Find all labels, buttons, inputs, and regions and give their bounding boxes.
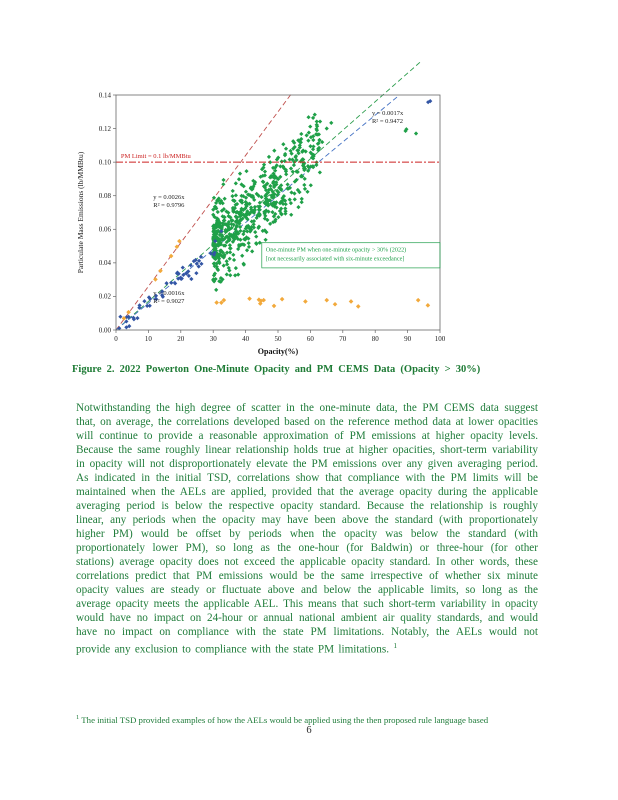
svg-text:40: 40 [242, 335, 250, 343]
footnote-text: The initial TSD provided examples of how… [81, 714, 489, 725]
svg-text:0.04: 0.04 [99, 259, 112, 267]
footnote-reference: 1 [393, 641, 398, 650]
svg-text:90: 90 [404, 335, 412, 343]
svg-text:0.06: 0.06 [99, 226, 112, 234]
svg-text:One-minute PM when one-minute: One-minute PM when one-minute opacity > … [266, 247, 406, 254]
svg-text:100: 100 [435, 335, 446, 343]
svg-text:y = 0.0016x: y = 0.0016x [153, 290, 185, 297]
figure-2: PM Limit = 0.1 lb/MMBtu 0 10 20 30 40 50 60 70 80… [72, 10, 517, 364]
svg-text:y = 0.0017x: y = 0.0017x [372, 110, 404, 117]
svg-text:R² = 0.9027: R² = 0.9027 [153, 298, 185, 305]
svg-text:0.08: 0.08 [99, 192, 112, 200]
svg-text:[not necessarily associated wi: [not necessarily associated with six-min… [266, 256, 405, 263]
footnote-marker: 1 [76, 714, 80, 721]
svg-text:Particulate Mass Emissions (l: Particulate Mass Emissions (lb/MMBtu) [76, 151, 85, 273]
footnote: 1 The initial TSD provided examples of h… [76, 712, 564, 726]
svg-text:60: 60 [307, 335, 315, 343]
svg-text:R² = 0.9796: R² = 0.9796 [153, 202, 185, 209]
svg-text:10: 10 [145, 335, 153, 343]
svg-text:0.12: 0.12 [99, 125, 112, 133]
body-paragraph-text: Notwithstanding the high degree of scatt… [76, 402, 538, 656]
svg-text:0.02: 0.02 [99, 293, 112, 301]
svg-text:R² = 0.9472: R² = 0.9472 [372, 118, 403, 125]
svg-text:30: 30 [210, 335, 218, 343]
svg-text:0.10: 0.10 [99, 158, 112, 166]
svg-text:50: 50 [275, 335, 283, 343]
svg-text:0.14: 0.14 [99, 91, 112, 99]
svg-text:70: 70 [339, 335, 347, 343]
svg-text:80: 80 [372, 335, 380, 343]
svg-text:PM Limit = 0.1 lb/MMBtu: PM Limit = 0.1 lb/MMBtu [121, 153, 192, 160]
page-number: 6 [306, 725, 312, 736]
svg-text:Opacity(%): Opacity(%) [258, 347, 299, 356]
scatter-chart: PM Limit = 0.1 lb/MMBtu 0 10 20 30 40 50 60 70 80… [72, 10, 517, 369]
figure-caption: Figure 2. 2022 Powerton One-Minute Opaci… [72, 364, 481, 375]
svg-text:0.00: 0.00 [99, 326, 112, 334]
svg-text:0: 0 [114, 335, 118, 343]
body-paragraph: Notwithstanding the high degree of scatt… [76, 401, 538, 657]
svg-text:20: 20 [177, 335, 185, 343]
svg-text:y = 0.0026x: y = 0.0026x [153, 194, 185, 201]
